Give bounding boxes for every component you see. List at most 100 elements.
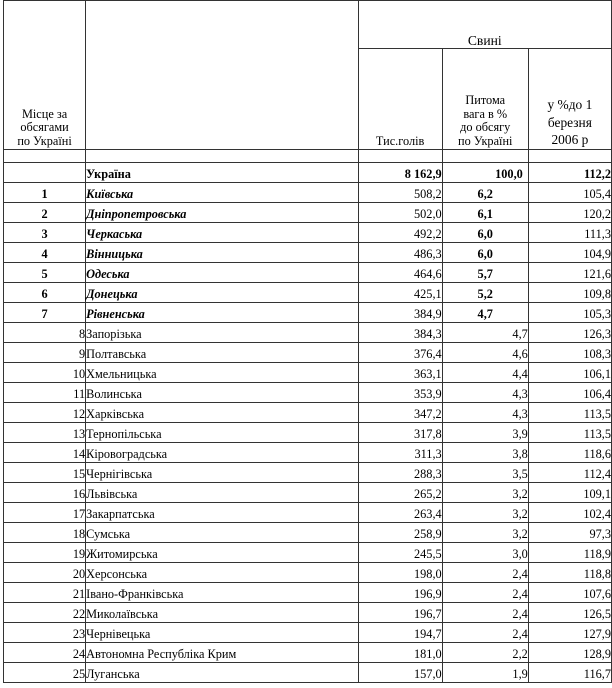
cell-thousand-heads: 198,0 — [357, 562, 443, 583]
cell-percent-vs-prior-year: 104,9 — [527, 242, 612, 263]
cell-region-name: Чернівецька — [85, 622, 359, 643]
cell-share-percent: 3,2 — [441, 522, 529, 543]
cell-rank: 23 — [2, 622, 87, 643]
table-row: 13 Тернопільська 317,8 3,9 113,5 — [2, 422, 612, 443]
cell-thousand-heads: 181,0 — [357, 642, 443, 663]
cell-thousand-heads: 502,0 — [357, 202, 443, 223]
cell-percent-vs-prior-year: 113,5 — [527, 402, 612, 423]
cell-share-percent: 4,3 — [441, 402, 529, 423]
cell-region-name: Волинська — [85, 382, 359, 403]
cell-thousand-heads: 196,7 — [357, 602, 443, 623]
cell-region-name: Вінницька — [85, 242, 359, 263]
cell-region-name: Одеська — [85, 262, 359, 283]
cell-percent-vs-prior-year: 126,3 — [527, 322, 612, 343]
cell-share-percent: 3,8 — [441, 442, 529, 463]
cell-percent-vs-prior-year: 111,3 — [527, 222, 612, 243]
cell-share-percent: 4,6 — [441, 342, 529, 363]
cell-thousand-heads: 363,1 — [357, 362, 443, 383]
cell-thousand-heads: 508,2 — [357, 182, 443, 203]
spacer-cell-name — [85, 149, 359, 163]
table-row: 25 Луганська 157,0 1,9 116,7 — [2, 662, 612, 683]
cell-share-percent: 3,2 — [441, 502, 529, 523]
cell-rank: 5 — [2, 262, 87, 283]
cell-share-percent: 3,5 — [441, 462, 529, 483]
cell-share-percent: 4,3 — [441, 382, 529, 403]
cell-percent-vs-prior-year: 106,1 — [527, 362, 612, 383]
cell-region-name: Дніпропетровська — [85, 202, 359, 223]
cell-rank: 15 — [2, 462, 87, 483]
cell-share-percent: 4,7 — [441, 322, 529, 343]
cell-percent-vs-prior-year: 109,8 — [527, 282, 612, 303]
header-row-group: Місце за обсягами по Україні Свині — [2, 0, 612, 150]
cell-region-name: Полтавська — [85, 342, 359, 363]
cell-thousand-heads: 265,2 — [357, 482, 443, 503]
table-row: 17 Закарпатська 263,4 3,2 102,4 — [2, 502, 612, 523]
cell-percent-vs-prior-year: 113,5 — [527, 422, 612, 443]
cell-rank: 2 — [2, 202, 87, 223]
cell-rank: 19 — [2, 542, 87, 563]
table-row: 24 Автономна Республіка Крим 181,0 2,2 128,9 — [2, 642, 612, 663]
table-row: 11 Волинська 353,9 4,3 106,4 — [2, 382, 612, 403]
header-spacer-row — [2, 149, 612, 163]
cell-thousand-heads: 258,9 — [357, 522, 443, 543]
cell-thousand-heads: 288,3 — [357, 462, 443, 483]
cell-percent-vs-prior-year: 127,9 — [527, 622, 612, 643]
table-row: 23 Чернівецька 194,7 2,4 127,9 — [2, 622, 612, 643]
cell-thousand-heads: 194,7 — [357, 622, 443, 643]
header-thousand-heads: Тис.голів — [357, 48, 443, 150]
cell-thousand-heads: 311,3 — [357, 442, 443, 463]
table-row: 21 Івано-Франківська 196,9 2,4 107,6 — [2, 582, 612, 603]
header-group-pigs: Свині — [357, 0, 612, 49]
cell-region-name: Донецька — [85, 282, 359, 303]
header-rank-line-2: обсягами — [20, 120, 69, 135]
cell-share-percent: 5,7 — [441, 262, 529, 283]
cell-rank: 6 — [2, 282, 87, 303]
cell-thousand-heads: 384,3 — [357, 322, 443, 343]
cell-rank: 21 — [2, 582, 87, 603]
cell-region-name: Сумська — [85, 522, 359, 543]
table-row: Україна 8 162,9 100,0 112,2 — [2, 162, 612, 183]
cell-percent-vs-prior-year: 120,2 — [527, 202, 612, 223]
cell-thousand-heads: 492,2 — [357, 222, 443, 243]
cell-thousand-heads: 245,5 — [357, 542, 443, 563]
cell-rank: 4 — [2, 242, 87, 263]
cell-region-name: Миколаївська — [85, 602, 359, 623]
cell-rank: 8 — [2, 322, 87, 343]
cell-percent-vs-prior-year: 121,6 — [527, 262, 612, 283]
table-row: 16 Львівська 265,2 3,2 109,1 — [2, 482, 612, 503]
header-rank-line-3: по Україні — [17, 134, 72, 149]
cell-thousand-heads: 353,9 — [357, 382, 443, 403]
cell-share-percent: 4,4 — [441, 362, 529, 383]
cell-thousand-heads: 263,4 — [357, 502, 443, 523]
cell-region-name: Івано-Франківська — [85, 582, 359, 603]
table-row: 4 Вінницька 486,3 6,0 104,9 — [2, 242, 612, 263]
cell-share-percent: 6,2 — [441, 182, 529, 203]
cell-share-percent: 2,4 — [441, 562, 529, 583]
table-row: 5 Одеська 464,6 5,7 121,6 — [2, 262, 612, 283]
cell-thousand-heads: 317,8 — [357, 422, 443, 443]
cell-rank: 25 — [2, 662, 87, 683]
cell-rank: 22 — [2, 602, 87, 623]
cell-rank: 9 — [2, 342, 87, 363]
cell-percent-vs-prior-year: 109,1 — [527, 482, 612, 503]
cell-region-name: Рівненська — [85, 302, 359, 323]
cell-share-percent: 3,0 — [441, 542, 529, 563]
header-share-line-4: по Україні — [458, 134, 513, 149]
table-header: Місце за обсягами по Україні Свині Тис.г… — [2, 0, 612, 163]
spacer-cell-pct — [527, 149, 612, 163]
cell-thousand-heads: 464,6 — [357, 262, 443, 283]
table-row: 1 Київська 508,2 6,2 105,4 — [2, 182, 612, 203]
cell-percent-vs-prior-year: 108,3 — [527, 342, 612, 363]
cell-region-name: Луганська — [85, 662, 359, 683]
cell-share-percent: 3,9 — [441, 422, 529, 443]
cell-percent-vs-prior-year: 112,4 — [527, 462, 612, 483]
table-body: Україна 8 162,9 100,0 112,2 1 Київська 508,2 6,… — [2, 162, 612, 683]
cell-percent-vs-prior-year: 128,9 — [527, 642, 612, 663]
cell-percent-vs-prior-year: 105,3 — [527, 302, 612, 323]
table-row: 6 Донецька 425,1 5,2 109,8 — [2, 282, 612, 303]
table-row: 18 Сумська 258,9 3,2 97,3 — [2, 522, 612, 543]
cell-percent-vs-prior-year: 97,3 — [527, 522, 612, 543]
table-row: 20 Херсонська 198,0 2,4 118,8 — [2, 562, 612, 583]
spacer-cell-heads — [357, 149, 443, 163]
